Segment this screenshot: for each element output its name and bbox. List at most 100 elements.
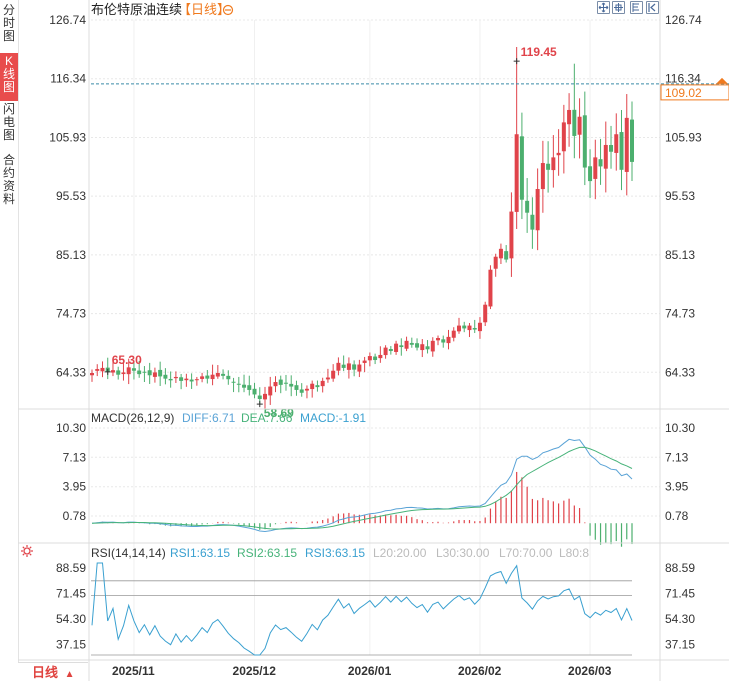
candle-body bbox=[378, 354, 383, 359]
price-tick-left: 95.53 bbox=[56, 189, 86, 203]
macd-value-legend: MACD:-1.91 bbox=[300, 411, 366, 425]
candle-body bbox=[362, 360, 367, 363]
candle-body bbox=[357, 364, 362, 372]
candle-body bbox=[430, 340, 435, 352]
candle-body bbox=[341, 364, 346, 368]
period-selector-button[interactable]: 日线 ▲ bbox=[18, 662, 88, 681]
rsi-tick-right: 37.15 bbox=[665, 637, 695, 651]
rsi-settings-icon[interactable] bbox=[21, 545, 33, 557]
candle-body bbox=[231, 381, 236, 383]
rsi-title: RSI(14,14,14) bbox=[91, 546, 166, 560]
scroll-left-icon[interactable] bbox=[646, 1, 659, 14]
candle-body bbox=[546, 163, 551, 170]
candle-body bbox=[283, 382, 288, 384]
zoom-icon[interactable] bbox=[612, 1, 625, 14]
candle-body bbox=[352, 364, 357, 370]
candle-body bbox=[561, 122, 566, 152]
rsi2-legend: RSI2:63.15 bbox=[237, 546, 297, 560]
dea-line bbox=[91, 446, 633, 530]
candle-body bbox=[142, 371, 147, 373]
candle-body bbox=[551, 157, 556, 171]
candle-body bbox=[630, 119, 634, 162]
candle-body bbox=[619, 132, 624, 170]
candle-body bbox=[540, 163, 545, 190]
candle-body bbox=[577, 116, 582, 135]
candle-body bbox=[158, 369, 163, 377]
candle-body bbox=[404, 340, 409, 349]
low-label: 58.69 bbox=[264, 406, 294, 420]
macd-tick-right: 0.78 bbox=[665, 509, 689, 523]
candle-body bbox=[252, 388, 257, 395]
candle-body bbox=[582, 115, 587, 168]
price-tick-left: 74.73 bbox=[56, 307, 86, 321]
candle-body bbox=[609, 145, 614, 152]
candle-body bbox=[399, 345, 404, 348]
tab-time-chart[interactable]: 分时图 bbox=[2, 3, 15, 43]
candle-body bbox=[588, 166, 593, 182]
macd-title: MACD(26,12,9) bbox=[91, 411, 174, 425]
price-tick-left: 64.33 bbox=[56, 365, 86, 379]
price-tick-right: 116.34 bbox=[665, 72, 701, 86]
candle-body bbox=[173, 376, 178, 379]
price-tick-left: 85.13 bbox=[56, 248, 86, 262]
price-tick-right: 74.73 bbox=[665, 307, 695, 321]
candle-body bbox=[467, 325, 472, 331]
l80-legend: L80:8 bbox=[559, 546, 589, 560]
sidebar: 分时图 K线图 闪电图 合约资料 bbox=[0, 0, 19, 681]
candle-body bbox=[152, 372, 157, 377]
candle-body bbox=[373, 356, 378, 361]
price-tick-left: 105.93 bbox=[49, 130, 86, 144]
price-tick-left: 116.34 bbox=[50, 72, 86, 86]
tab-contract-info[interactable]: 合约资料 bbox=[2, 153, 15, 206]
fullscreen-icon[interactable] bbox=[597, 1, 610, 14]
settings-icon[interactable] bbox=[222, 4, 234, 16]
candle-body bbox=[189, 379, 194, 382]
candle-body bbox=[415, 343, 420, 348]
rsi-panel bbox=[91, 562, 633, 656]
x-tick-label: 2025/11 bbox=[112, 664, 155, 678]
rsi-tick-left: 71.45 bbox=[56, 586, 86, 600]
price-tick-right: 95.53 bbox=[665, 189, 695, 203]
axes: 126.74 126.74 116.34 116.34 105.93 105.93 95.5… bbox=[18, 0, 729, 681]
candle-body bbox=[215, 373, 220, 377]
candle-body bbox=[200, 376, 205, 379]
draw-tool-icon[interactable] bbox=[630, 1, 643, 14]
x-tick-label: 2026/02 bbox=[458, 664, 502, 678]
candle-body bbox=[488, 269, 493, 307]
candle-body bbox=[436, 338, 441, 341]
current-price-value: 109.02 bbox=[665, 86, 702, 100]
candle-body bbox=[493, 256, 498, 269]
macd-panel bbox=[91, 438, 633, 547]
tab-flash-chart[interactable]: 闪电图 bbox=[2, 102, 15, 142]
candle-body bbox=[614, 134, 619, 153]
candle-body bbox=[268, 386, 273, 396]
l30-legend: L30:30.00 bbox=[436, 546, 490, 560]
candle-body bbox=[179, 377, 184, 381]
candle-body bbox=[247, 385, 252, 390]
price-tick-right: 85.13 bbox=[665, 248, 695, 262]
candle-body bbox=[325, 377, 330, 380]
price-tick-right: 126.74 bbox=[665, 13, 702, 27]
candle-body bbox=[567, 109, 572, 125]
candle-body bbox=[194, 379, 199, 381]
candle-body bbox=[603, 144, 608, 169]
x-tick-label: 2025/12 bbox=[233, 664, 277, 678]
candle-body bbox=[278, 379, 283, 385]
candle-body bbox=[294, 385, 299, 390]
candle-body bbox=[236, 383, 241, 385]
candle-body bbox=[210, 374, 215, 380]
candle-body bbox=[530, 214, 535, 230]
tab-kline-chart[interactable]: K线图 bbox=[0, 53, 18, 101]
candle-body bbox=[121, 372, 126, 375]
candle-body bbox=[483, 304, 488, 323]
candle-body bbox=[593, 157, 598, 179]
price-tick-left: 126.74 bbox=[49, 13, 86, 27]
candle-body bbox=[289, 383, 294, 387]
candle-body bbox=[394, 343, 399, 352]
chevron-up-icon: ▲ bbox=[64, 669, 75, 680]
rsi-line bbox=[91, 562, 633, 656]
candle-body bbox=[331, 370, 336, 379]
candle-body bbox=[477, 322, 482, 332]
candle-body bbox=[226, 375, 231, 380]
